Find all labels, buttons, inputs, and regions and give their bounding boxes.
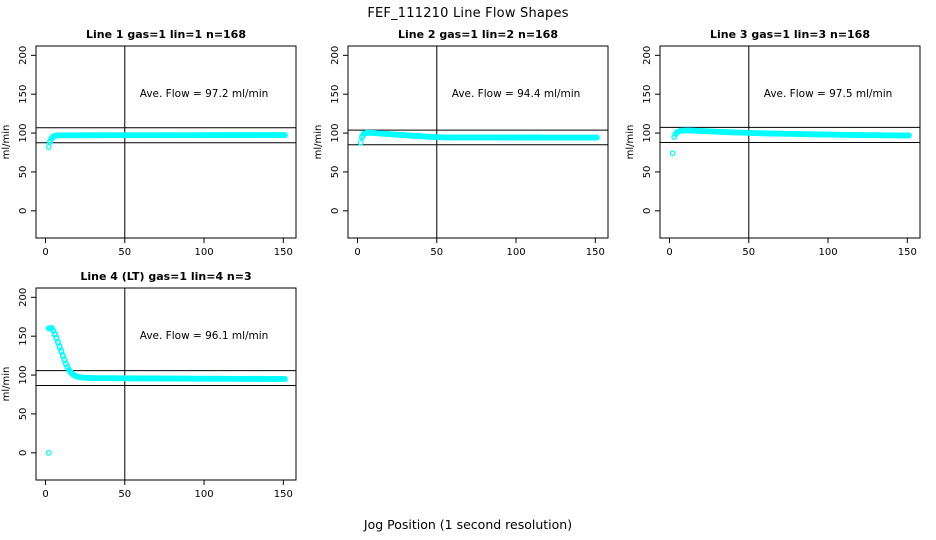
svg-text:Ave. Flow = 97.2 ml/min: Ave. Flow = 97.2 ml/min (140, 88, 269, 100)
subplot-line2-chart: Line 2 gas=1 lin=2 n=168 0 50 100 150 0 50 100 1… (313, 28, 609, 258)
svg-text:50: 50 (118, 247, 131, 258)
svg-text:50: 50 (430, 247, 443, 258)
svg-text:150: 150 (18, 85, 29, 104)
svg-text:ml/min: ml/min (625, 125, 636, 160)
svg-text:ml/min: ml/min (1, 125, 12, 160)
svg-text:Line 3 gas=1 lin=3 n=168: Line 3 gas=1 lin=3 n=168 (710, 28, 870, 41)
svg-text:50: 50 (18, 166, 29, 179)
svg-text:100: 100 (330, 124, 341, 143)
svg-text:200: 200 (330, 46, 341, 65)
svg-text:100: 100 (642, 124, 653, 143)
subplot-line3-chart: Line 3 gas=1 lin=3 n=168 0 50 100 150 0 50 100 1… (625, 28, 921, 258)
svg-text:Ave. Flow = 94.4 ml/min: Ave. Flow = 94.4 ml/min (452, 88, 581, 100)
svg-text:50: 50 (330, 166, 341, 179)
empty-cell (312, 268, 624, 510)
svg-text:Line 2 gas=1 lin=2 n=168: Line 2 gas=1 lin=2 n=168 (398, 28, 558, 41)
svg-text:150: 150 (274, 489, 293, 500)
svg-text:50: 50 (742, 247, 755, 258)
svg-text:100: 100 (507, 247, 526, 258)
svg-text:0: 0 (642, 208, 653, 214)
svg-text:100: 100 (195, 247, 214, 258)
svg-text:0: 0 (42, 247, 48, 258)
svg-text:0: 0 (18, 208, 29, 214)
figure-title: FEF_111210 Line Flow Shapes (367, 5, 569, 21)
svg-text:150: 150 (274, 247, 293, 258)
empty-cell (624, 268, 936, 510)
subplot-line2: Line 2 gas=1 lin=2 n=168 0 50 100 150 0 50 100 1… (312, 26, 624, 268)
subplot-line3: Line 3 gas=1 lin=3 n=168 0 50 100 150 0 50 100 1… (624, 26, 936, 268)
svg-text:200: 200 (18, 46, 29, 65)
svg-text:ml/min: ml/min (1, 367, 12, 402)
svg-text:150: 150 (586, 247, 605, 258)
subplot-line4-chart: Line 4 (LT) gas=1 lin=4 n=3 0 50 100 150 0 50 1… (1, 270, 297, 500)
svg-text:Ave. Flow = 96.1 ml/min: Ave. Flow = 96.1 ml/min (140, 330, 269, 342)
subplot-line4: Line 4 (LT) gas=1 lin=4 n=3 0 50 100 150 0 50 1… (0, 268, 312, 510)
svg-text:100: 100 (819, 247, 838, 258)
svg-text:0: 0 (42, 489, 48, 500)
x-axis-shared-label: Jog Position (1 second resolution) (363, 516, 573, 532)
svg-text:50: 50 (118, 489, 131, 500)
svg-text:100: 100 (18, 366, 29, 385)
svg-text:0: 0 (18, 450, 29, 456)
svg-text:150: 150 (642, 85, 653, 104)
svg-text:0: 0 (354, 247, 360, 258)
svg-text:Ave. Flow = 97.5 ml/min: Ave. Flow = 97.5 ml/min (764, 88, 893, 100)
svg-text:100: 100 (195, 489, 214, 500)
subplot-line1: Line 1 gas=1 lin=1 n=168 0 50 100 150 0 50 100 1… (0, 26, 312, 268)
svg-text:150: 150 (898, 247, 917, 258)
svg-text:Line 1 gas=1 lin=1 n=168: Line 1 gas=1 lin=1 n=168 (86, 28, 246, 41)
svg-text:ml/min: ml/min (313, 125, 324, 160)
svg-text:200: 200 (642, 46, 653, 65)
plot-grid: Line 1 gas=1 lin=1 n=168 0 50 100 150 0 50 100 1… (0, 26, 936, 510)
svg-text:100: 100 (18, 124, 29, 143)
svg-text:150: 150 (330, 85, 341, 104)
svg-text:150: 150 (18, 327, 29, 346)
svg-text:50: 50 (18, 408, 29, 421)
svg-text:0: 0 (330, 208, 341, 214)
svg-text:Line 4 (LT) gas=1 lin=4 n=3: Line 4 (LT) gas=1 lin=4 n=3 (80, 270, 251, 283)
svg-text:200: 200 (18, 288, 29, 307)
svg-text:50: 50 (642, 166, 653, 179)
subplot-line1-chart: Line 1 gas=1 lin=1 n=168 0 50 100 150 0 50 100 1… (1, 28, 297, 258)
svg-text:0: 0 (666, 247, 672, 258)
